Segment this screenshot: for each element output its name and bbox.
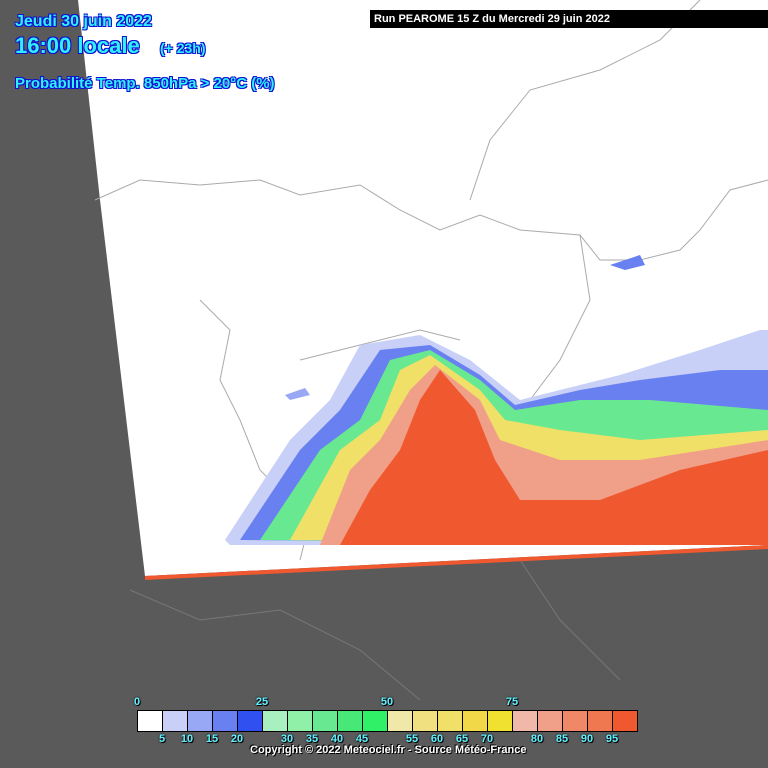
forecast-date: Jeudi 30 juin 2022 — [15, 13, 152, 30]
copyright: Copyright © 2022 Meteociel.fr - Source M… — [250, 744, 527, 756]
legend-swatch — [363, 711, 388, 731]
legend-swatch — [538, 711, 563, 731]
run-banner: Run PEAROME 15 Z du Mercredi 29 juin 202… — [370, 10, 768, 28]
legend-label-bottom: 35 — [305, 733, 319, 745]
legend-swatch — [563, 711, 588, 731]
legend-label-bottom: 70 — [480, 733, 494, 745]
legend-swatch — [238, 711, 263, 731]
legend-swatch — [288, 711, 313, 731]
legend-label-top: 50 — [380, 696, 394, 708]
legend-swatch — [188, 711, 213, 731]
legend-swatch — [263, 711, 288, 731]
legend-swatch — [613, 711, 637, 731]
legend-swatch — [588, 711, 613, 731]
legend-label-bottom: 95 — [605, 733, 619, 745]
legend-label-bottom: 45 — [355, 733, 369, 745]
legend-label-bottom: 85 — [555, 733, 569, 745]
legend-label-bottom: 40 — [330, 733, 344, 745]
legend-label-top: 0 — [133, 696, 141, 708]
legend-swatch — [338, 711, 363, 731]
legend-swatch — [463, 711, 488, 731]
legend-label-bottom: 10 — [180, 733, 194, 745]
legend-label-bottom: 90 — [580, 733, 594, 745]
legend-swatch — [313, 711, 338, 731]
legend-label-bottom: 55 — [405, 733, 419, 745]
legend-label-bottom: 65 — [455, 733, 469, 745]
legend-swatch — [163, 711, 188, 731]
forecast-time: 16:00 locale — [15, 33, 140, 58]
legend-label-top: 25 — [255, 696, 269, 708]
legend-swatch — [138, 711, 163, 731]
legend-swatch — [213, 711, 238, 731]
legend-label-bottom: 60 — [430, 733, 444, 745]
legend-label-top: 75 — [505, 696, 519, 708]
legend-label-bottom: 5 — [158, 733, 166, 745]
parameter-title: Probabilité Temp. 850hPa > 20°C (%) — [15, 75, 275, 92]
probability-field — [145, 255, 768, 580]
legend-swatch — [413, 711, 438, 731]
legend-swatch — [388, 711, 413, 731]
legend-label-bottom: 80 — [530, 733, 544, 745]
legend-label-bottom: 15 — [205, 733, 219, 745]
legend-swatch — [488, 711, 513, 731]
legend-swatch — [513, 711, 538, 731]
legend-swatch — [438, 711, 463, 731]
color-legend — [137, 710, 638, 732]
legend-label-bottom: 30 — [280, 733, 294, 745]
lead-time: (+ 23h) — [160, 40, 206, 56]
legend-label-bottom: 20 — [230, 733, 244, 745]
